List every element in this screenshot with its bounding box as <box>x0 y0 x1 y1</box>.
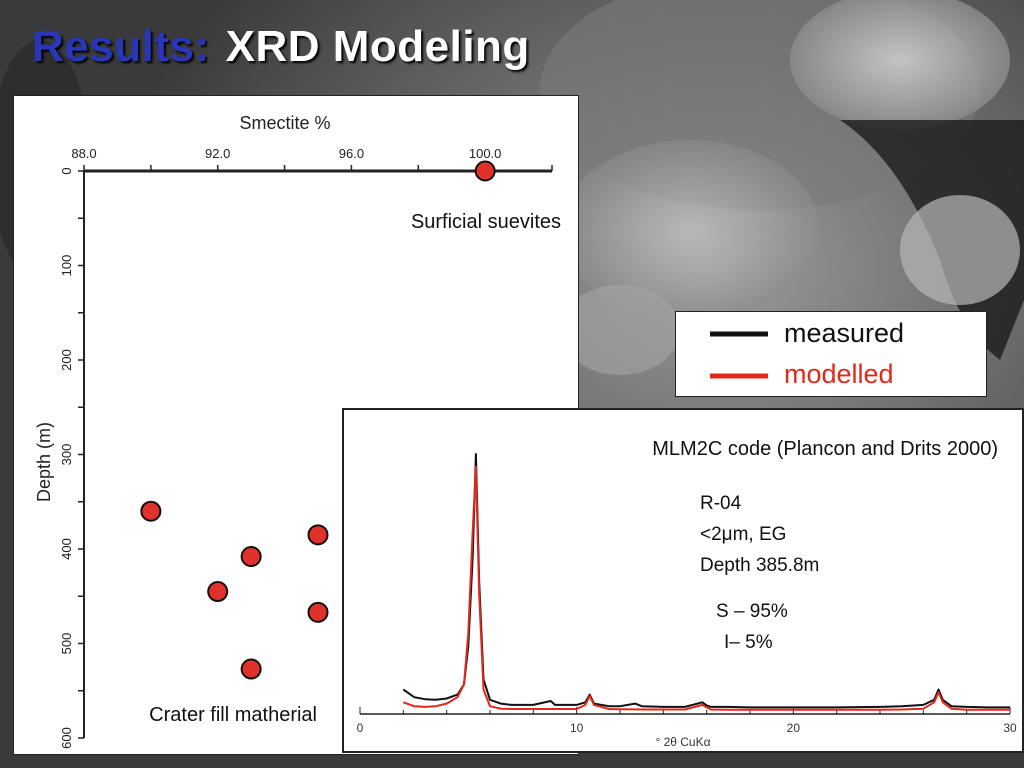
y-tick-label: 0 <box>59 167 74 174</box>
data-point <box>140 500 162 522</box>
y-axis-label: Depth (m) <box>34 422 54 502</box>
title-main: XRD Modeling <box>225 22 530 71</box>
legend-svg: measured modelled <box>710 318 904 389</box>
legend-measured-label: measured <box>784 318 904 348</box>
annotation-surficial: Surficial suevites <box>411 211 561 233</box>
legend-modelled-label: modelled <box>784 359 894 389</box>
xrd-x-ticks: 0 10 20 30 <box>357 707 1017 735</box>
data-point <box>207 581 229 603</box>
xrd-tick-label: 10 <box>570 721 584 735</box>
y-tick-label: 600 <box>59 727 74 749</box>
x-ticks: 88.0 92.0 96.0 100.0 <box>71 146 553 171</box>
xrd-chart-title: MLM2C code (Plancon and Drits 2000) <box>652 438 998 460</box>
xrd-x-axis-label: ° 2θ CuKα <box>655 735 710 749</box>
smectite-chart-svg: Smectite % Depth (m) 88.0 92.0 96.0 100.0 0… <box>34 113 561 749</box>
xrd-pattern-chart: MLM2C code (Plancon and Drits 2000) R-04… <box>342 408 1024 753</box>
x-tick-label: 88.0 <box>71 146 96 161</box>
sample-fraction: <2μm, EG <box>700 524 786 545</box>
y-ticks: 0 100 200 300 400 500 600 <box>59 167 84 749</box>
y-tick-label: 400 <box>59 538 74 560</box>
xrd-tick-label: 30 <box>1003 721 1017 735</box>
legend: measured modelled <box>675 311 987 397</box>
chart-title: Smectite % <box>239 113 330 133</box>
series-line-modelled <box>402 465 1010 711</box>
smectite-fraction: S – 95% <box>716 601 788 622</box>
title-prefix: Results: <box>32 22 210 71</box>
y-tick-label: 300 <box>59 444 74 466</box>
data-point <box>240 658 262 680</box>
xrd-tick-label: 0 <box>357 721 364 735</box>
xrd-tick-label: 20 <box>787 721 801 735</box>
illite-fraction: I– 5% <box>724 632 773 653</box>
xrd-chart-svg: MLM2C code (Plancon and Drits 2000) R-04… <box>357 438 1017 749</box>
sample-id: R-04 <box>700 493 742 514</box>
sample-depth: Depth 385.8m <box>700 555 819 576</box>
data-points <box>140 160 496 680</box>
xrd-series <box>402 453 1010 711</box>
y-tick-label: 200 <box>59 349 74 371</box>
x-tick-label: 96.0 <box>339 146 364 161</box>
data-point <box>240 546 262 568</box>
data-point <box>474 160 496 182</box>
data-point <box>307 601 329 623</box>
x-tick-label: 92.0 <box>205 146 230 161</box>
series-line-measured <box>402 453 1010 709</box>
y-tick-label: 100 <box>59 255 74 277</box>
slide-title: Results: XRD Modeling <box>32 22 530 72</box>
data-point <box>307 524 329 546</box>
annotation-crater-fill: Crater fill matherial <box>149 704 317 726</box>
y-tick-label: 500 <box>59 633 74 655</box>
x-tick-label: 100.0 <box>469 146 502 161</box>
